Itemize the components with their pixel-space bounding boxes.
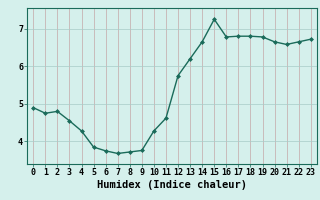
X-axis label: Humidex (Indice chaleur): Humidex (Indice chaleur) [97, 180, 247, 190]
